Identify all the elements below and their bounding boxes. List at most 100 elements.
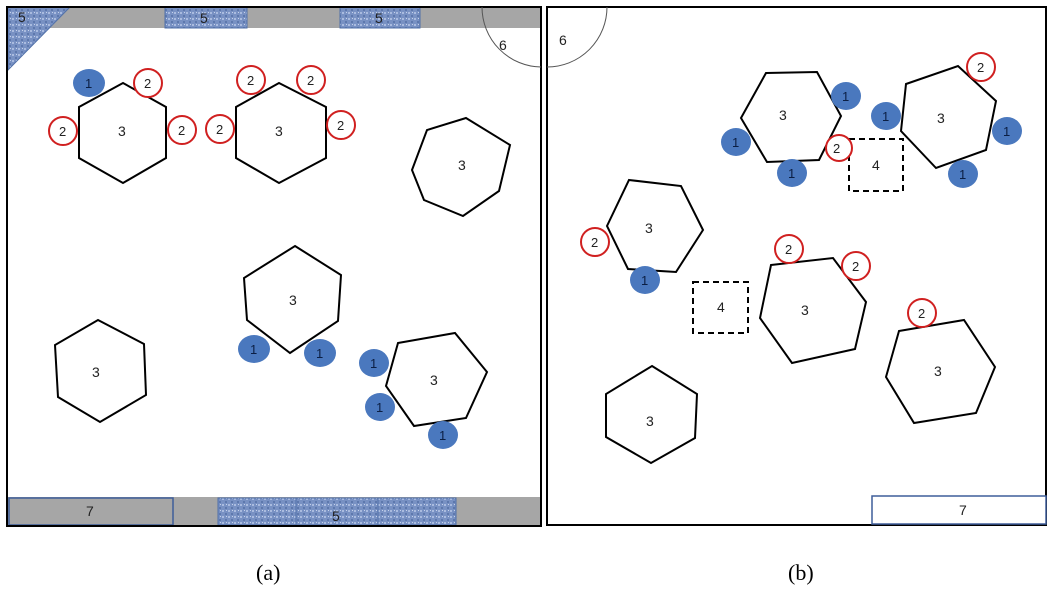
red-ring: 2 [825, 134, 853, 162]
red-ring: 2 [774, 234, 804, 264]
red-ring: 2 [580, 227, 610, 257]
hexagon: 3 [235, 81, 327, 185]
hexagon-label: 3 [646, 413, 654, 429]
red-ring-label: 2 [59, 124, 66, 139]
panel-a-frame [6, 6, 542, 527]
blue-marker: 1 [721, 128, 751, 156]
hexagon-label: 3 [645, 220, 653, 236]
red-ring: 2 [133, 68, 163, 98]
red-ring-label: 2 [977, 60, 984, 75]
panel-b: 6 7 4 4 3 3 3 3 3 [546, 6, 1047, 526]
hexagon: 3 [410, 116, 512, 218]
top-left-cell-label: 5 [200, 10, 208, 26]
hexagon: 3 [605, 178, 705, 274]
blue-marker: 1 [871, 102, 901, 130]
panel-a: 5 5 5 6 7 5 3 3 3 3 3 3 1 [6, 6, 542, 527]
hexagon-label: 3 [458, 157, 466, 173]
red-ring-label: 2 [852, 259, 859, 274]
blue-marker-label: 1 [370, 356, 377, 371]
hexagon-label: 3 [937, 110, 945, 126]
bottom-left-cell [8, 497, 174, 526]
quarter-circle-label: 6 [559, 32, 567, 48]
hexagon: 3 [242, 244, 343, 355]
dashed-square-label: 4 [872, 157, 880, 173]
quarter-circle-6 [546, 6, 608, 68]
bottom-right-cell [871, 495, 1047, 525]
blue-marker-label: 1 [250, 342, 257, 357]
blue-marker: 1 [304, 339, 336, 367]
hexagon: 3 [53, 318, 148, 424]
blue-marker: 1 [630, 266, 660, 294]
hexagon-label: 3 [779, 107, 787, 123]
red-ring-label: 2 [178, 123, 185, 138]
hexagon-label: 3 [92, 364, 100, 380]
red-ring: 2 [841, 251, 871, 281]
red-ring-label: 2 [833, 141, 840, 156]
bottom-left-cell-label: 7 [86, 503, 94, 519]
quarter-circle-label: 6 [499, 37, 507, 53]
red-ring-label: 2 [918, 306, 925, 321]
blue-marker: 1 [992, 117, 1022, 145]
hexagon: 3 [739, 70, 843, 164]
hexagon-label: 3 [118, 123, 126, 139]
dashed-square: 4 [848, 138, 904, 192]
corner-label: 5 [18, 9, 26, 25]
hexagon-label: 3 [275, 123, 283, 139]
red-ring-label: 2 [144, 76, 151, 91]
red-ring: 2 [205, 114, 235, 144]
hexagon: 3 [384, 331, 489, 428]
top-right-cell-label: 5 [375, 10, 383, 26]
red-ring-label: 2 [307, 73, 314, 88]
blue-marker-label: 1 [316, 346, 323, 361]
red-ring-label: 2 [591, 235, 598, 250]
blue-marker-label: 1 [882, 109, 889, 124]
hexagon-label: 3 [934, 363, 942, 379]
blue-marker: 1 [365, 393, 395, 421]
blue-marker-label: 1 [376, 400, 383, 415]
blue-marker: 1 [428, 421, 458, 449]
blue-marker-label: 1 [439, 428, 446, 443]
hexagon: 3 [605, 364, 699, 465]
hexagon: 3 [78, 81, 167, 185]
hexagon-label: 3 [430, 372, 438, 388]
blue-marker: 1 [831, 82, 861, 110]
caption-b: (b) [788, 560, 814, 585]
blue-marker-label: 1 [959, 167, 966, 182]
hexagon-label: 3 [801, 302, 809, 318]
dashed-square-label: 4 [717, 299, 725, 315]
blue-marker-label: 1 [1003, 124, 1010, 139]
blue-marker: 1 [777, 159, 807, 187]
red-ring: 2 [296, 65, 326, 95]
bottom-blue-cell-label: 5 [332, 508, 340, 524]
red-ring-label: 2 [216, 122, 223, 137]
blue-marker: 1 [948, 160, 978, 188]
red-ring: 2 [48, 116, 78, 146]
hexagon: 3 [758, 256, 868, 365]
blue-marker-label: 1 [842, 89, 849, 104]
top-wall [8, 7, 541, 28]
red-ring: 2 [326, 110, 356, 140]
bottom-right-cell-label: 7 [959, 502, 967, 518]
blue-marker-label: 1 [732, 135, 739, 150]
red-ring-label: 2 [247, 73, 254, 88]
red-ring: 2 [966, 52, 996, 82]
hexagon: 3 [884, 318, 997, 425]
blue-marker-label: 1 [641, 273, 648, 288]
hexagon-label: 3 [289, 292, 297, 308]
red-ring: 2 [167, 115, 197, 145]
blue-marker: 1 [73, 69, 105, 97]
red-ring: 2 [236, 65, 266, 95]
blue-marker: 1 [238, 335, 270, 363]
caption-a: (a) [256, 560, 280, 585]
red-ring-label: 2 [785, 242, 792, 257]
hexagon: 3 [899, 64, 998, 170]
dashed-square: 4 [692, 281, 749, 334]
blue-marker: 1 [359, 349, 389, 377]
red-ring: 2 [907, 298, 937, 328]
blue-marker-label: 1 [788, 166, 795, 181]
blue-marker-label: 1 [85, 76, 92, 91]
quarter-circle-6 [481, 6, 542, 68]
panel-b-frame [546, 6, 1047, 526]
red-ring-label: 2 [337, 118, 344, 133]
